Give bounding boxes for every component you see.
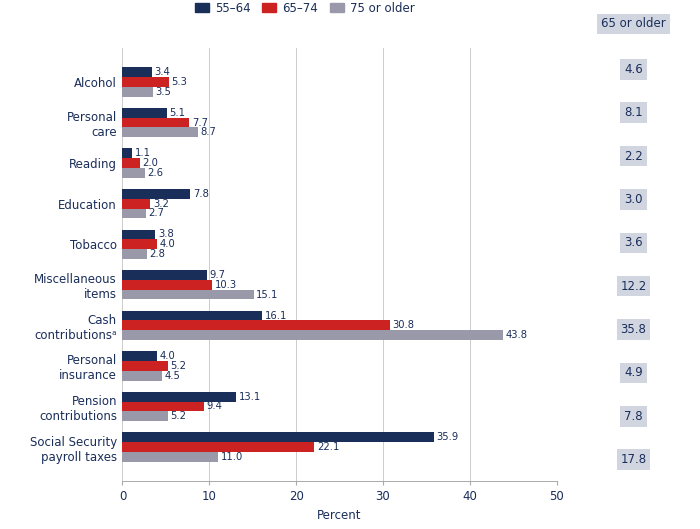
- Text: 5.1: 5.1: [169, 108, 186, 118]
- Bar: [122, 199, 150, 208]
- Text: 7.8: 7.8: [193, 189, 209, 199]
- Bar: [122, 208, 146, 218]
- Text: 3.4: 3.4: [155, 67, 170, 77]
- Text: 43.8: 43.8: [505, 330, 527, 340]
- Text: 3.0: 3.0: [624, 193, 643, 206]
- Legend: 55–64, 65–74, 75 or older: 55–64, 65–74, 75 or older: [190, 0, 419, 20]
- Bar: [122, 239, 158, 249]
- Bar: [122, 290, 253, 299]
- Text: 16.1: 16.1: [265, 311, 287, 321]
- Text: 8.1: 8.1: [624, 106, 643, 119]
- Text: 5.2: 5.2: [170, 361, 186, 371]
- Text: 65 or older: 65 or older: [601, 17, 666, 30]
- Bar: [122, 433, 434, 442]
- X-axis label: Percent: Percent: [317, 509, 362, 522]
- Text: 9.4: 9.4: [206, 402, 223, 412]
- Text: 4.0: 4.0: [160, 239, 176, 249]
- Text: 8.7: 8.7: [201, 127, 216, 137]
- Text: 1.1: 1.1: [134, 148, 150, 158]
- Bar: [122, 371, 162, 380]
- Text: 3.6: 3.6: [624, 236, 643, 249]
- Text: 4.6: 4.6: [624, 63, 643, 76]
- Text: 2.2: 2.2: [624, 150, 643, 162]
- Bar: [122, 402, 204, 412]
- Text: 35.9: 35.9: [437, 432, 459, 442]
- Text: 9.7: 9.7: [209, 270, 225, 280]
- Text: 13.1: 13.1: [239, 392, 261, 402]
- Bar: [122, 361, 167, 371]
- Text: 3.2: 3.2: [153, 199, 169, 208]
- Text: 7.7: 7.7: [192, 117, 208, 127]
- Text: 2.8: 2.8: [149, 249, 165, 259]
- Text: 17.8: 17.8: [620, 453, 647, 466]
- Bar: [122, 117, 189, 127]
- Bar: [122, 168, 145, 178]
- Text: 5.2: 5.2: [170, 411, 186, 421]
- Text: 7.8: 7.8: [624, 410, 643, 423]
- Bar: [122, 108, 167, 117]
- Bar: [122, 77, 169, 87]
- Text: 5.3: 5.3: [171, 77, 187, 87]
- Text: 30.8: 30.8: [393, 321, 414, 330]
- Text: 15.1: 15.1: [256, 289, 279, 299]
- Text: 35.8: 35.8: [621, 323, 646, 336]
- Text: 4.0: 4.0: [160, 351, 176, 361]
- Bar: [122, 351, 158, 361]
- Bar: [122, 280, 212, 290]
- Bar: [122, 87, 153, 96]
- Text: 10.3: 10.3: [214, 280, 237, 290]
- Text: 22.1: 22.1: [317, 442, 340, 452]
- Bar: [122, 230, 155, 239]
- Bar: [122, 442, 314, 452]
- Bar: [122, 330, 503, 340]
- Text: 2.6: 2.6: [148, 168, 164, 178]
- Text: 2.7: 2.7: [148, 208, 164, 218]
- Text: 12.2: 12.2: [620, 280, 647, 293]
- Bar: [122, 189, 190, 199]
- Bar: [122, 321, 390, 330]
- Text: 4.5: 4.5: [164, 371, 180, 381]
- Text: 3.8: 3.8: [158, 230, 174, 240]
- Text: 4.9: 4.9: [624, 367, 643, 379]
- Bar: [122, 412, 167, 421]
- Bar: [122, 67, 152, 77]
- Bar: [122, 311, 262, 321]
- Bar: [122, 452, 218, 462]
- Bar: [122, 158, 140, 168]
- Bar: [122, 127, 198, 137]
- Bar: [122, 270, 206, 280]
- Text: 3.5: 3.5: [155, 87, 172, 97]
- Bar: [122, 249, 147, 259]
- Bar: [122, 392, 236, 402]
- Bar: [122, 149, 132, 158]
- Text: 11.0: 11.0: [220, 452, 243, 462]
- Text: 2.0: 2.0: [143, 158, 158, 168]
